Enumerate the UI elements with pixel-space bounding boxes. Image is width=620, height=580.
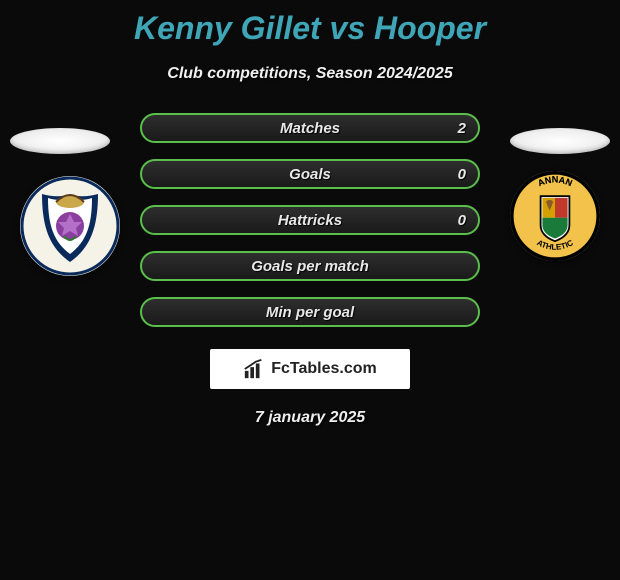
date-text: 7 january 2025 bbox=[0, 409, 620, 427]
shield-icon bbox=[20, 176, 120, 276]
brand-label: FcTables.com bbox=[271, 360, 377, 378]
stat-row-min-per-goal: Min per goal bbox=[140, 297, 480, 327]
shield-icon: ANNAN ANNAN ATHLETIC bbox=[510, 171, 600, 261]
page-title: Kenny Gillet vs Hooper bbox=[0, 0, 620, 47]
stat-label: Matches bbox=[280, 120, 340, 137]
club-badge-left bbox=[20, 176, 120, 276]
stat-value-right: 2 bbox=[458, 120, 466, 137]
stat-row-matches: Matches 2 bbox=[140, 113, 480, 143]
stat-row-goals-per-match: Goals per match bbox=[140, 251, 480, 281]
player-right-ellipse bbox=[510, 128, 610, 154]
player-left-ellipse bbox=[10, 128, 110, 154]
stat-label: Goals bbox=[289, 166, 331, 183]
stat-value-right: 0 bbox=[458, 212, 466, 229]
bar-chart-icon bbox=[243, 358, 265, 380]
stat-row-hattricks: Hattricks 0 bbox=[140, 205, 480, 235]
stat-label: Min per goal bbox=[266, 304, 354, 321]
club-badge-right: ANNAN ANNAN ATHLETIC bbox=[510, 171, 600, 261]
subtitle: Club competitions, Season 2024/2025 bbox=[0, 65, 620, 83]
stat-row-goals: Goals 0 bbox=[140, 159, 480, 189]
stat-label: Goals per match bbox=[251, 258, 369, 275]
stat-value-right: 0 bbox=[458, 166, 466, 183]
brand-box[interactable]: FcTables.com bbox=[210, 349, 410, 389]
stat-label: Hattricks bbox=[278, 212, 342, 229]
